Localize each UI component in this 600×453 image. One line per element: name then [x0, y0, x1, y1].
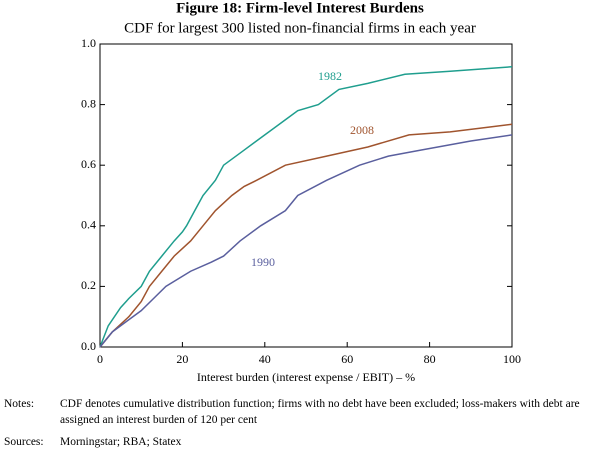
- x-tick-label: 20: [176, 352, 188, 366]
- series-line: [99, 134, 513, 348]
- notes: Notes: CDF denotes cumulative distributi…: [4, 396, 596, 428]
- sources-text: Morningstar; RBA; Statex: [60, 436, 182, 448]
- sources: Sources: Morningstar; RBA; Statex: [4, 434, 596, 450]
- y-tick-label: 0.8: [81, 96, 96, 110]
- chart: Figure 18: Firm-level Interest Burdens C…: [81, 0, 521, 384]
- y-tick-label: 0.0: [81, 339, 96, 353]
- series-label: 2008: [350, 123, 374, 137]
- series-label: 1990: [251, 255, 275, 269]
- series-line: [99, 65, 513, 348]
- notes-label: Notes:: [4, 398, 35, 410]
- plot-frame: [99, 43, 513, 348]
- notes-text: CDF denotes cumulative distribution func…: [60, 398, 580, 426]
- y-tick-label: 1.0: [81, 36, 96, 50]
- series-line: [99, 123, 513, 348]
- chart-subtitle: CDF for largest 300 listed non-financial…: [124, 20, 476, 36]
- y-tick-label: 0.6: [81, 157, 96, 171]
- series-label: 1982: [318, 69, 342, 83]
- y-tick-label: 0.4: [81, 218, 96, 232]
- x-tick-label: 100: [503, 352, 521, 366]
- x-tick-label: 0: [97, 352, 103, 366]
- x-axis-label: Interest burden (interest expense / EBIT…: [197, 370, 415, 384]
- x-tick-label: 80: [424, 352, 436, 366]
- x-tick-label: 60: [341, 352, 353, 366]
- sources-label: Sources:: [4, 436, 44, 448]
- y-tick-label: 0.2: [81, 278, 96, 292]
- x-tick-label: 40: [259, 352, 271, 366]
- chart-title: Figure 18: Firm-level Interest Burdens: [176, 0, 424, 16]
